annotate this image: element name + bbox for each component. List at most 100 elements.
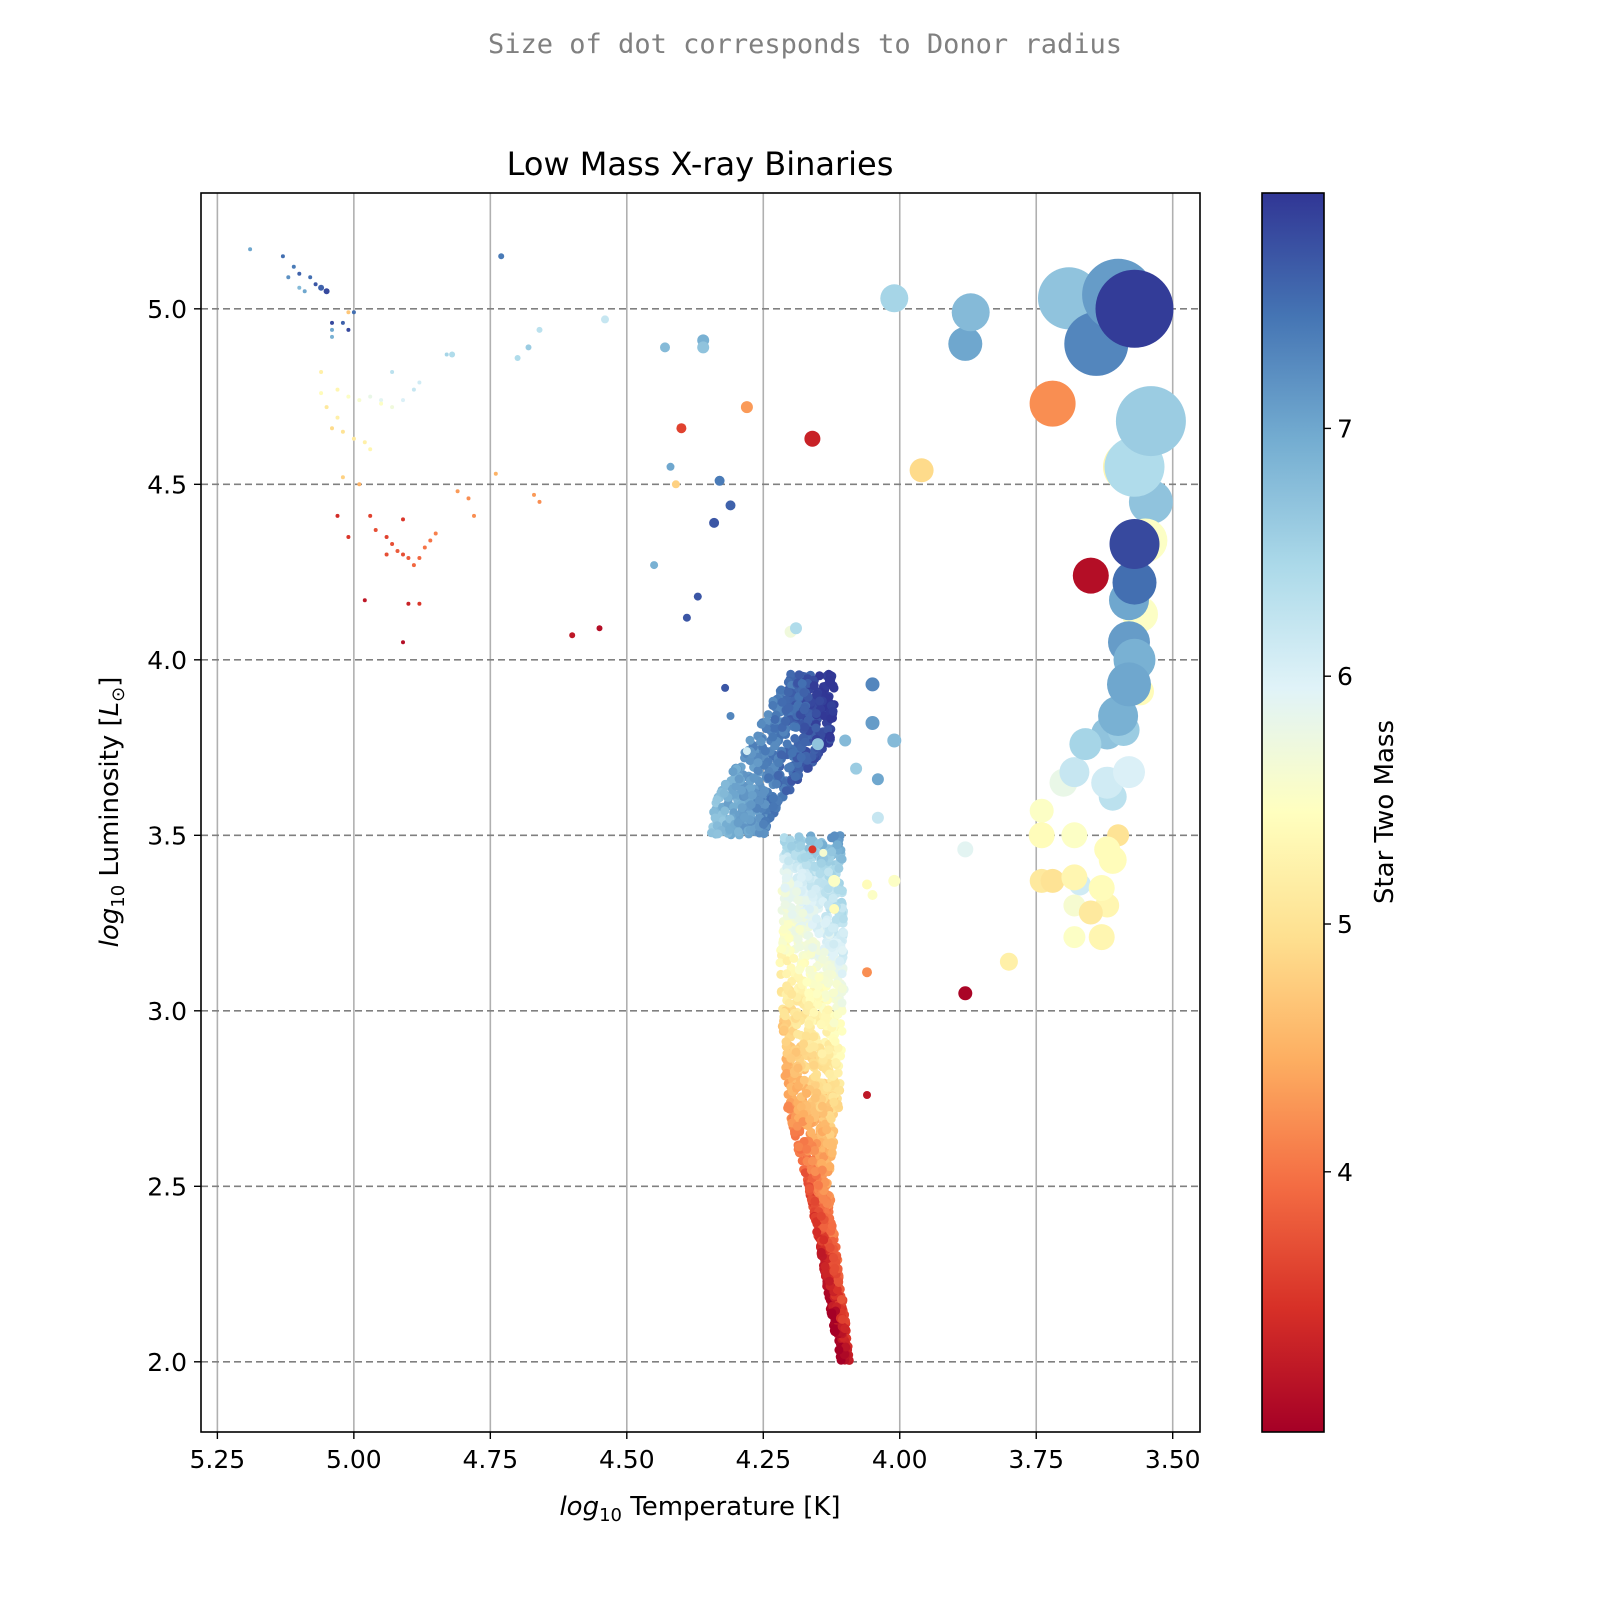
band-point bbox=[808, 943, 818, 952]
scatter-point bbox=[401, 640, 405, 645]
x-tick-label: 3.50 bbox=[1145, 1445, 1201, 1474]
scatter-point bbox=[709, 517, 720, 528]
x-tick-label: 4.75 bbox=[462, 1445, 518, 1474]
band-point bbox=[784, 933, 794, 943]
scatter-point bbox=[346, 310, 351, 315]
band-point bbox=[807, 1156, 817, 1166]
scatter-point bbox=[865, 716, 880, 730]
band-point bbox=[787, 910, 797, 920]
band-point bbox=[801, 860, 811, 870]
band-point bbox=[799, 688, 809, 698]
y-tick-label: 4.0 bbox=[147, 646, 187, 675]
band-point bbox=[733, 827, 743, 837]
scatter-point bbox=[536, 326, 543, 333]
band-point bbox=[758, 789, 768, 799]
scatter-point bbox=[1063, 926, 1086, 949]
scatter-point bbox=[313, 282, 318, 287]
band-point bbox=[810, 1196, 820, 1206]
scatter-point bbox=[887, 733, 902, 748]
colorbar-tick-label: 4 bbox=[1337, 1158, 1353, 1187]
scatter-point bbox=[601, 315, 609, 324]
scatter-point bbox=[790, 622, 802, 635]
band-point bbox=[826, 714, 836, 724]
band-point bbox=[805, 836, 815, 846]
band-point bbox=[828, 706, 838, 716]
band-point bbox=[781, 1037, 791, 1047]
scatter-point bbox=[1098, 845, 1127, 874]
band-point bbox=[809, 1042, 819, 1052]
scatter-point bbox=[330, 320, 334, 325]
y-axis-label-end: ] bbox=[95, 677, 125, 687]
band-point bbox=[827, 1308, 837, 1318]
band-point bbox=[781, 716, 791, 726]
band-point bbox=[816, 858, 826, 868]
band-point bbox=[809, 1060, 819, 1070]
band-point bbox=[794, 1142, 804, 1152]
band-point bbox=[719, 788, 729, 798]
band-point bbox=[764, 773, 773, 783]
band-point bbox=[796, 1102, 806, 1112]
band-point bbox=[829, 988, 839, 998]
scatter-point bbox=[444, 352, 449, 357]
scatter-point bbox=[368, 513, 373, 518]
band-point bbox=[827, 1138, 836, 1148]
scatter-point bbox=[862, 967, 872, 978]
scatter-point bbox=[297, 285, 302, 290]
colorbar-tick-label: 5 bbox=[1337, 910, 1353, 939]
scatter-point bbox=[351, 310, 356, 315]
colorbar-ticks: 4 5 6 7 bbox=[1324, 414, 1353, 1187]
scatter-point bbox=[302, 289, 307, 294]
band-point bbox=[791, 722, 801, 732]
band-point bbox=[829, 1097, 839, 1107]
scatter-point bbox=[1088, 924, 1115, 951]
scatter-point bbox=[863, 1091, 871, 1099]
band-point bbox=[839, 928, 849, 938]
band-point bbox=[827, 963, 837, 972]
scatter-point bbox=[666, 462, 675, 471]
band-point bbox=[781, 873, 791, 883]
scatter-point bbox=[1059, 757, 1090, 788]
band-point bbox=[814, 929, 824, 939]
scatter-point bbox=[999, 952, 1018, 971]
band-point bbox=[803, 715, 813, 725]
band-point bbox=[756, 719, 766, 729]
band-point bbox=[830, 1263, 840, 1273]
band-point bbox=[753, 766, 763, 776]
band-point bbox=[794, 832, 804, 842]
band-point bbox=[824, 675, 834, 685]
y-tick-label: 2.5 bbox=[147, 1172, 187, 1201]
band-point bbox=[804, 1019, 814, 1029]
scatter-point bbox=[569, 632, 576, 639]
scatter-point bbox=[871, 773, 884, 786]
band-point bbox=[793, 934, 803, 944]
band-point bbox=[817, 1101, 827, 1111]
band-point bbox=[776, 750, 786, 760]
x-axis-label-sub: 10 bbox=[599, 1505, 622, 1526]
scatter-point bbox=[401, 398, 405, 403]
band-point bbox=[780, 883, 790, 893]
band-point bbox=[826, 1114, 836, 1124]
band-point bbox=[827, 1221, 837, 1231]
scatter-point bbox=[466, 496, 471, 501]
scatter-point bbox=[417, 601, 422, 606]
band-point bbox=[801, 1031, 811, 1041]
band-point bbox=[783, 687, 793, 697]
scatter-point bbox=[1115, 386, 1186, 457]
colorbar-label: Star Two Mass bbox=[1370, 720, 1400, 904]
scatter-point bbox=[1028, 822, 1055, 849]
band-point bbox=[782, 1068, 791, 1078]
band-point bbox=[840, 1324, 850, 1334]
scatter-point bbox=[1069, 728, 1102, 761]
band-point bbox=[825, 732, 835, 742]
scatter-point bbox=[351, 436, 356, 441]
band-point bbox=[786, 669, 796, 679]
scatter-point bbox=[850, 762, 863, 775]
band-point bbox=[841, 1342, 851, 1352]
scatter-point bbox=[401, 517, 405, 522]
scatter-point bbox=[449, 351, 456, 358]
band-point bbox=[796, 873, 806, 882]
band-point bbox=[805, 965, 815, 975]
data-points bbox=[248, 247, 1186, 1099]
band-point bbox=[818, 954, 828, 964]
scatter-point bbox=[357, 482, 362, 487]
